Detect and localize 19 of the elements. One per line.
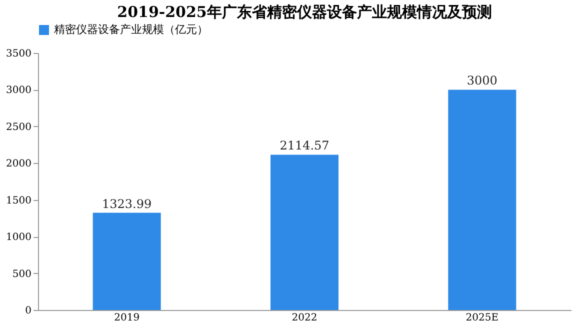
y-tick-label: 1500 [6, 195, 32, 206]
text: 2114.57 [280, 138, 330, 153]
chart-title: 2019-2025年广东省精密仪器设备产业规模情况及预测 [117, 3, 492, 21]
y-tick-label: 0 [25, 306, 32, 316]
y-tick-label: 2000 [6, 158, 32, 170]
legend-label: 精密仪器设备产业规模（亿元） [54, 23, 208, 36]
y-tick-label: 2500 [6, 122, 32, 133]
text: 1323.99 [102, 196, 152, 211]
y-tick-label: 3500 [6, 48, 32, 60]
bar [92, 212, 161, 310]
y-tick-label: 500 [12, 268, 32, 280]
x-tick-label: 2022 [292, 312, 318, 324]
bar [270, 154, 338, 310]
x-tick-label: 2019 [114, 312, 140, 324]
y-tick-label: 1000 [6, 232, 32, 244]
bar [448, 90, 516, 310]
text: 3000 [466, 74, 498, 88]
x-tick-label: 2025E [466, 312, 499, 324]
y-tick-label: 3000 [6, 85, 32, 96]
